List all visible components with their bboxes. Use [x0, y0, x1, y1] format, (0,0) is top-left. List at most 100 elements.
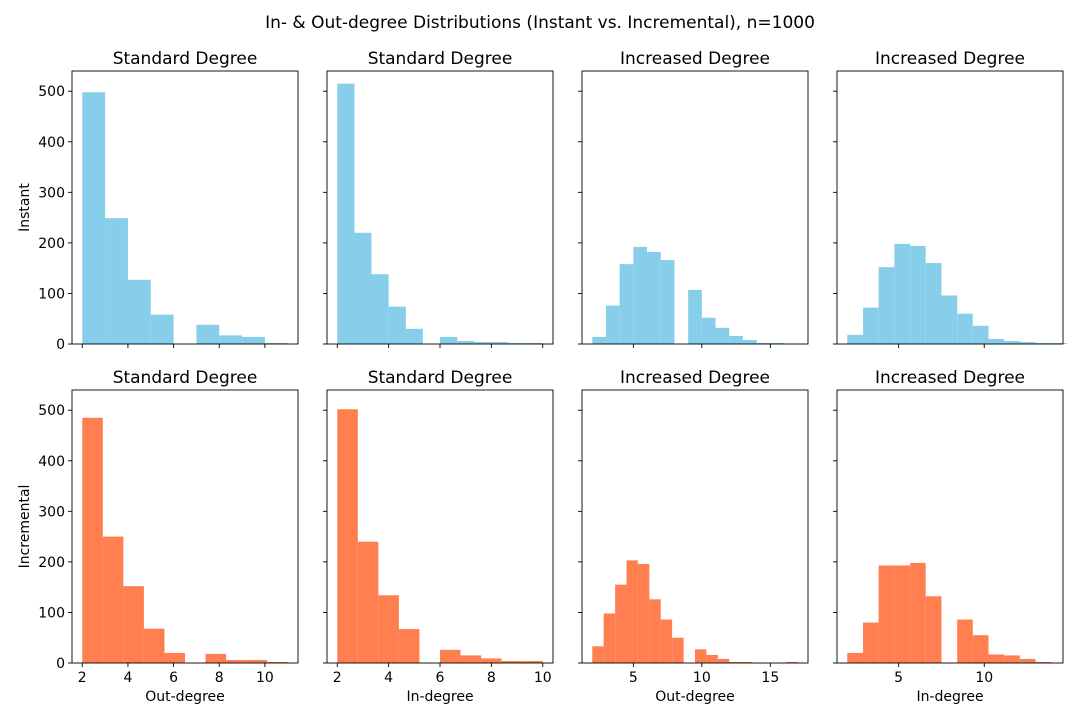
histogram-bar [633, 246, 648, 344]
histogram-bar [1004, 655, 1020, 663]
histogram-bar [626, 560, 638, 663]
histogram-bar [246, 659, 268, 663]
histogram-bar [105, 218, 128, 344]
histogram-bar [660, 619, 673, 663]
histogram-bar [82, 417, 103, 663]
histogram-bar [715, 327, 730, 344]
histogram-bar [863, 622, 879, 663]
y-tick-label: 500 [38, 403, 65, 419]
axes-frame [581, 70, 809, 345]
histogram-bar [371, 274, 389, 344]
histogram-bar [354, 232, 372, 344]
histogram-bar [701, 317, 716, 344]
x-tick-label: 4 [123, 670, 132, 686]
histogram-bar [672, 637, 684, 663]
y-tick-label: 200 [38, 236, 65, 252]
histogram-bar [847, 334, 864, 344]
histogram-bar [491, 341, 509, 344]
histogram-bar [481, 658, 502, 663]
histogram-bar [1019, 658, 1036, 663]
panel-title: Increased Degree [875, 368, 1025, 388]
x-tick-label: 6 [169, 670, 178, 686]
panel-title: Standard Degree [368, 49, 513, 69]
panel-title: Standard Degree [368, 368, 513, 388]
y-tick-label: 300 [38, 185, 65, 201]
x-tick-label: 10 [256, 670, 274, 686]
histogram-bar [337, 83, 355, 344]
x-tick-label: 8 [215, 670, 224, 686]
histogram-bar [1035, 342, 1052, 344]
histogram-bar [508, 342, 526, 344]
histogram-bar [706, 654, 718, 663]
histogram-bar [647, 251, 661, 344]
panel-incremental-2: 2 4 6 8 10 Standard Degree In-degree [323, 368, 554, 705]
x-axis-label: Out-degree [655, 689, 735, 705]
y-axis-label: Instant [17, 183, 33, 232]
y-axis-label: Incremental [17, 485, 33, 569]
histogram-bar [878, 267, 895, 344]
y-tick-label: 500 [38, 84, 65, 100]
x-tick-label: 2 [333, 670, 342, 686]
axes-frame [71, 389, 299, 664]
panel-incremental-4: 5 10 Increased Degree In-degree [833, 368, 1064, 705]
axes-frame [581, 389, 809, 664]
panel-instant-2: Standard Degree [323, 49, 554, 348]
histogram-bar [605, 305, 620, 344]
x-tick-label: 10 [534, 670, 552, 686]
histogram-bar [1035, 661, 1052, 663]
panel-title: Increased Degree [620, 49, 770, 69]
axes-frame [71, 70, 299, 345]
histogram-bar [405, 328, 423, 344]
histogram-bar [1019, 341, 1036, 344]
panel-instant-3: Increased Degree [578, 49, 809, 348]
panel-incremental-3: 5 10 15 Increased Degree Out-degree [578, 368, 809, 705]
histogram-bar [219, 335, 243, 344]
histogram-bar [894, 565, 911, 663]
panel-title: Standard Degree [113, 368, 258, 388]
histogram-bar [143, 628, 165, 663]
histogram-bar [660, 260, 675, 344]
histogram-bar [242, 336, 265, 344]
histogram-bar [440, 649, 461, 663]
y-tick-label: 300 [38, 504, 65, 520]
histogram-bar [378, 595, 399, 663]
histogram-bar [102, 536, 124, 663]
x-tick-label: 2 [78, 670, 87, 686]
histogram-bar [863, 307, 879, 344]
histogram-bar [695, 649, 707, 663]
histogram-bar [127, 279, 151, 344]
y-tick-label: 100 [38, 605, 65, 621]
histogram-bar [688, 289, 702, 344]
x-tick-label: 4 [384, 670, 393, 686]
y-tick-label: 0 [56, 656, 65, 672]
histogram-bar [925, 596, 942, 663]
histogram-bar [740, 661, 753, 663]
histogram-bar [1051, 342, 1067, 344]
histogram-bar [474, 341, 492, 344]
x-tick-label: 8 [487, 670, 496, 686]
histogram-bar [603, 613, 616, 663]
histogram-bar [388, 306, 406, 344]
x-tick-label: 5 [629, 670, 638, 686]
y-tick-label: 100 [38, 286, 65, 302]
histogram-bar [988, 338, 1005, 344]
histogram-bar [1004, 340, 1020, 344]
histogram-bar [264, 342, 288, 344]
histogram-bar [786, 661, 798, 663]
histogram-bar [756, 342, 771, 344]
histogram-bar [729, 661, 741, 663]
histogram-bar [847, 652, 864, 663]
histogram-bar [770, 342, 785, 344]
panel-instant-1: 0 100 200 300 400 500 Standard Degree Instant [17, 49, 299, 353]
x-tick-label: 15 [761, 670, 779, 686]
histogram-bar [460, 655, 482, 663]
histogram-bar [972, 635, 989, 663]
axes-frame [836, 389, 1064, 664]
y-tick-label: 0 [56, 337, 65, 353]
histogram-bar [878, 565, 895, 663]
axes-frame [836, 70, 1064, 345]
histogram-bar [440, 336, 458, 344]
x-tick-label: 10 [693, 670, 711, 686]
